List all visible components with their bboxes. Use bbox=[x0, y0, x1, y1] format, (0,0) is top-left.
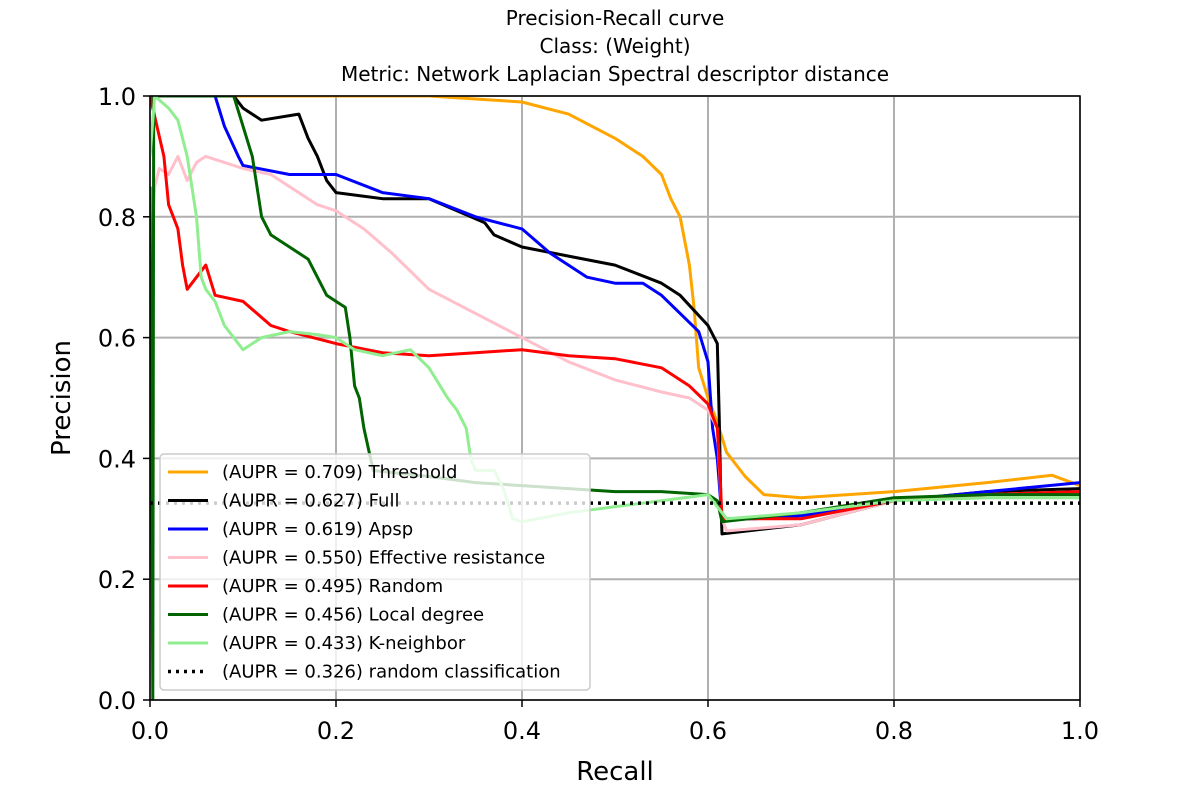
series-line bbox=[150, 96, 1080, 524]
legend: (AUPR = 0.709) Threshold (AUPR = 0.627) F… bbox=[159, 453, 591, 691]
x-tick-label: 1.0 bbox=[1061, 717, 1099, 745]
y-tick-label: 0.6 bbox=[98, 325, 136, 353]
legend-label: (AUPR = 0.456) Local degree bbox=[222, 605, 484, 626]
legend-label: (AUPR = 0.709) Threshold bbox=[222, 462, 457, 483]
y-tick-label: 0.8 bbox=[98, 204, 136, 232]
legend-label: (AUPR = 0.550) Effective resistance bbox=[222, 548, 545, 569]
legend-box bbox=[159, 453, 591, 691]
y-tick-label: 0.0 bbox=[98, 687, 136, 715]
plot-frame bbox=[149, 95, 1081, 701]
series-line bbox=[150, 96, 1080, 500]
x-tick-label: 0.8 bbox=[875, 717, 913, 745]
chart-title: Precision-Recall curve Class: (Weight) Met… bbox=[341, 6, 889, 86]
legend-label: (AUPR = 0.627) Full bbox=[222, 491, 399, 512]
x-tick-label: 0.0 bbox=[131, 717, 169, 745]
y-tick-label: 0.4 bbox=[98, 445, 136, 473]
y-tick-label: 0.2 bbox=[98, 566, 136, 594]
series-line bbox=[150, 96, 1080, 700]
series-line bbox=[150, 96, 1080, 521]
chart-title-line: Metric: Network Laplacian Spectral descr… bbox=[341, 62, 889, 86]
chart-title-line: Precision-Recall curve bbox=[506, 6, 725, 30]
x-tick-label: 0.4 bbox=[503, 717, 541, 745]
legend-label: (AUPR = 0.326) random classification bbox=[222, 662, 561, 683]
legend-label: (AUPR = 0.619) Apsp bbox=[222, 519, 413, 540]
chart-title-line: Class: (Weight) bbox=[540, 34, 691, 58]
x-axis-label: Recall bbox=[576, 757, 654, 787]
legend-label: (AUPR = 0.495) Random bbox=[222, 576, 443, 597]
y-axis-ticks: 0.0 0.2 0.4 0.6 0.8 1.0 bbox=[98, 83, 150, 715]
series-lines bbox=[150, 96, 1080, 700]
x-axis-ticks: 0.0 0.2 0.4 0.6 0.8 1.0 bbox=[131, 700, 1099, 745]
x-tick-label: 0.6 bbox=[689, 717, 727, 745]
legend-label: (AUPR = 0.433) K-neighbor bbox=[222, 633, 466, 654]
y-axis-label: Precision bbox=[47, 340, 77, 456]
x-tick-label: 0.2 bbox=[317, 717, 355, 745]
y-tick-label: 1.0 bbox=[98, 83, 136, 111]
